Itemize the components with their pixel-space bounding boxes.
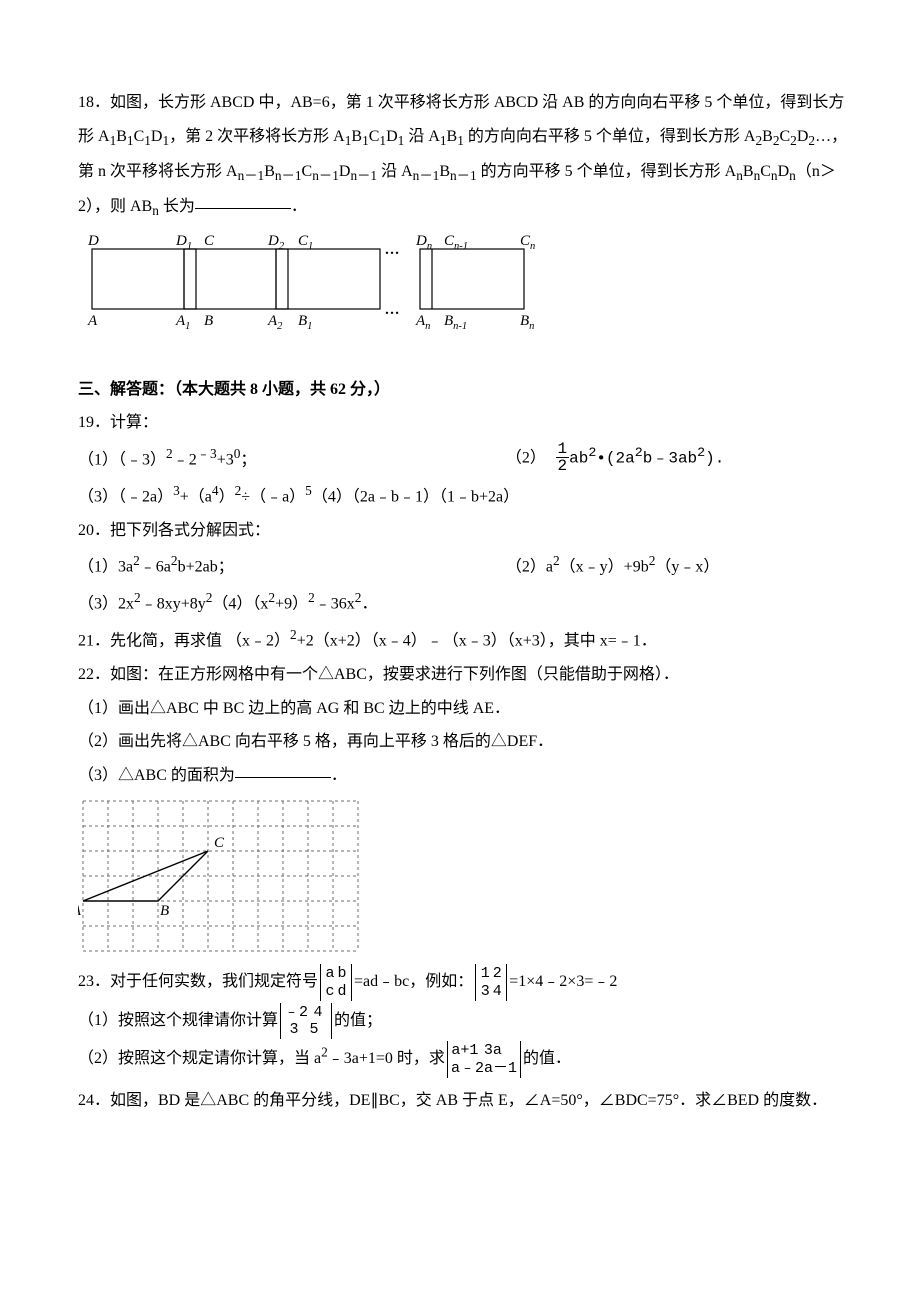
q20-1: （1）3a2﹣6a2b+2ab； [78, 547, 506, 584]
svg-text:B: B [204, 313, 213, 329]
svg-text:…: … [385, 302, 400, 318]
q19-head: 19．计算： [78, 406, 856, 440]
svg-text:B1: B1 [298, 313, 312, 329]
svg-text:A1: A1 [175, 313, 190, 329]
svg-text:B: B [160, 903, 169, 919]
determinant-abcd: abcd [318, 973, 354, 990]
q18-text: 18．如图，长方形 ABCD 中，AB=6，第 1 次平移将长方形 ABCD 沿… [78, 86, 856, 225]
q19-3-4: （3）（﹣2a）3+（a4）2÷（﹣a）5（4）（2a﹣b﹣1）（1﹣b+2a） [78, 477, 856, 514]
q22-blank[interactable] [235, 761, 331, 778]
q20-2: （2）a2（x﹣y）+9b2（y﹣x） [506, 547, 856, 584]
section-3-heading: 三、解答题：（本大题共 8 小题，共 62 分，） [78, 373, 856, 407]
determinant-a-expr: a+13aa﹣2a－1 [445, 1050, 523, 1067]
svg-text:D: D [87, 233, 99, 249]
q23-line1: 23．对于任何实数，我们规定符号abcd=ad﹣bc，例如：1234=1×4﹣2… [78, 964, 856, 1001]
svg-text:C: C [204, 233, 215, 249]
svg-text:An: An [415, 313, 430, 329]
q22-head: 22．如图：在正方形网格中有一个△ABC，按要求进行下列作图（只能借助于网格）． [78, 658, 856, 692]
q22-2: （2）画出先将△ABC 向右平移 5 格，再向上平移 3 格后的△DEF． [78, 725, 856, 759]
q22-grid-diagram: A B C [78, 796, 856, 954]
q22-3: （3）△ABC 的面积为． [78, 759, 856, 793]
q18-blank[interactable] [195, 192, 291, 209]
determinant-neg2-4-3-5: ﹣2435 [278, 1012, 334, 1029]
svg-text:A: A [78, 903, 82, 919]
svg-text:C: C [214, 835, 225, 851]
svg-text:Bn: Bn [520, 313, 534, 329]
q21: 21．先化简，再求值 （x﹣2）2+2（x+2）（x﹣4）﹣（x﹣3）（x+3）… [78, 621, 856, 658]
empty-line [78, 339, 856, 373]
q20-3-4: （3）2x2﹣8xy+8y2（4）（x2+9）2﹣36x2． [78, 584, 856, 621]
q19-2: （2） 1 2 ab2•(2a2b﹣3ab2). [506, 440, 856, 477]
q22-1: （1）画出△ABC 中 BC 边上的高 AG 和 BC 边上的中线 AE． [78, 692, 856, 726]
svg-text:A: A [87, 313, 98, 329]
svg-text:…: … [385, 242, 400, 258]
q24: 24．如图，BD 是△ABC 的角平分线，DE∥BC，交 AB 于点 E，∠A=… [78, 1084, 856, 1118]
svg-text:A2: A2 [267, 313, 283, 329]
q18-diagram: DD1CD2C1DnCn-1CnAA1BA2B1AnBn-1Bn…… [78, 229, 856, 329]
q23-p1: （1）按照这个规律请你计算﹣2435的值； [78, 1003, 856, 1040]
q23-p2: （2）按照这个规定请你计算，当 a2﹣3a+1=0 时，求a+13aa﹣2a－1… [78, 1041, 856, 1078]
q19-1: （1）（﹣3）2﹣2﹣3+30； [78, 440, 506, 477]
q20-head: 20．把下列各式分解因式： [78, 514, 856, 548]
svg-text:Bn-1: Bn-1 [444, 313, 467, 329]
determinant-1234: 1234 [473, 973, 509, 990]
